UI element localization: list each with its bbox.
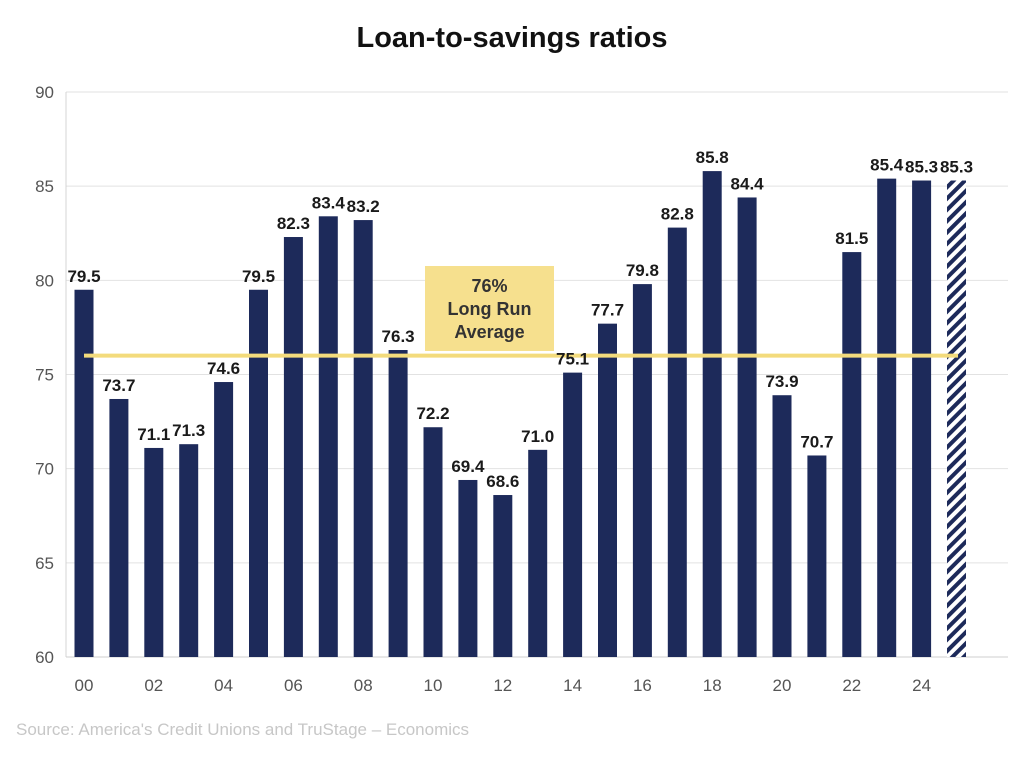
x-tick-label: 00 [75, 676, 94, 695]
long-run-average: 76% Long Run Average [84, 266, 958, 358]
bar [528, 449, 548, 657]
x-tick-label: 10 [424, 676, 443, 695]
bar [877, 178, 897, 657]
average-label-line: Average [454, 322, 524, 342]
bar [249, 289, 268, 657]
x-tick-label: 12 [493, 676, 512, 695]
bar [947, 180, 966, 657]
bar [179, 444, 199, 657]
bar [912, 180, 932, 657]
x-tick-label: 16 [633, 676, 652, 695]
y-tick-label: 60 [35, 648, 54, 667]
bar [353, 220, 373, 658]
data-label: 75.1 [556, 350, 589, 369]
data-label: 70.7 [800, 432, 833, 451]
data-label: 79.8 [626, 261, 659, 280]
x-tick-label: 14 [563, 676, 582, 695]
data-label: 72.2 [416, 404, 449, 423]
bar [632, 284, 652, 657]
x-tick-label: 20 [773, 676, 792, 695]
bar [388, 350, 408, 657]
bar [318, 216, 338, 658]
y-tick-label: 65 [35, 554, 54, 573]
x-tick-label: 06 [284, 676, 303, 695]
data-label: 71.1 [137, 425, 170, 444]
y-axis: 60 65 70 75 80 85 90 [35, 83, 54, 667]
average-label-box [425, 266, 554, 351]
chart-title: Loan-to-savings ratios [356, 22, 668, 54]
bar [458, 479, 478, 657]
data-label: 73.7 [102, 376, 135, 395]
bar [423, 427, 443, 657]
data-label: 85.3 [940, 158, 973, 177]
data-label: 85.3 [905, 158, 938, 177]
y-tick-label: 70 [35, 460, 54, 479]
x-axis: 00 02 04 06 08 10 12 14 16 18 20 22 24 [75, 676, 932, 695]
data-labels: 79.5 73.7 71.1 71.3 74.6 79.5 82.383.4 83.2 76.3… [67, 148, 973, 491]
bars [74, 171, 966, 658]
data-label: 69.4 [451, 457, 485, 476]
bar [144, 447, 164, 657]
bar [493, 495, 513, 657]
data-label: 71.3 [172, 421, 205, 440]
data-label: 85.8 [696, 148, 729, 167]
x-tick-label: 24 [912, 676, 931, 695]
bar [702, 171, 722, 657]
source-note: Source: America's Credit Unions and TruS… [16, 720, 470, 739]
data-label: 82.3 [277, 214, 310, 233]
bar [109, 398, 129, 657]
data-label: 85.4 [870, 156, 904, 175]
bar [598, 323, 617, 657]
data-label: 68.6 [486, 472, 519, 491]
bar [667, 227, 687, 657]
data-label: 82.8 [661, 205, 694, 224]
average-label-line: 76% [471, 276, 507, 296]
x-tick-label: 04 [214, 676, 233, 695]
data-label: 79.5 [242, 267, 275, 286]
y-tick-label: 85 [35, 177, 54, 196]
bar [737, 197, 757, 657]
data-label: 83.2 [347, 197, 380, 216]
bar [74, 289, 94, 657]
x-tick-label: 08 [354, 676, 373, 695]
data-label: 71.0 [521, 427, 554, 446]
bar [842, 252, 862, 658]
data-label: 77.7 [591, 301, 624, 320]
data-label: 83.4 [312, 193, 346, 212]
y-tick-label: 75 [35, 366, 54, 385]
bar [214, 382, 234, 657]
data-label: 81.5 [835, 229, 868, 248]
x-tick-label: 02 [144, 676, 163, 695]
data-label: 84.4 [731, 174, 765, 193]
bar [772, 395, 792, 657]
x-tick-label: 22 [842, 676, 861, 695]
average-label-line: Long Run [448, 299, 532, 319]
y-tick-label: 90 [35, 83, 54, 102]
bar [563, 372, 583, 657]
x-tick-label: 18 [703, 676, 722, 695]
bar [807, 455, 827, 657]
data-label: 73.9 [765, 372, 798, 391]
data-label: 74.6 [207, 359, 240, 378]
y-tick-label: 80 [35, 271, 54, 290]
data-label: 79.5 [67, 267, 100, 286]
bar [283, 237, 303, 657]
data-label: 76.3 [382, 327, 415, 346]
